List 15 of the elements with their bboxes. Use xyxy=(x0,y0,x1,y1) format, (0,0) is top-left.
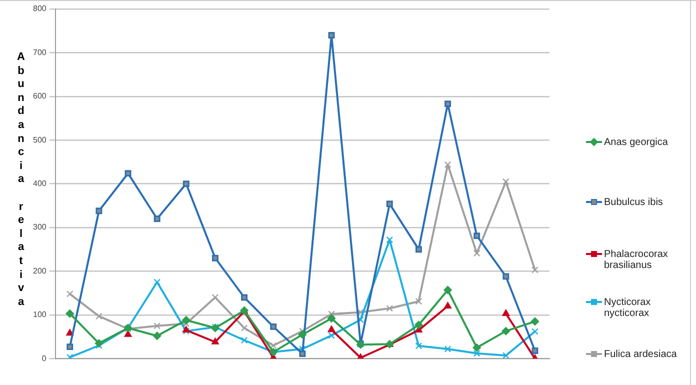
legend-label: Nycticorax nycticorax xyxy=(604,297,652,319)
y-tick-label: 800 xyxy=(32,4,47,14)
text: Abundancia relativa xyxy=(17,51,25,308)
y-tick-label: 300 xyxy=(32,222,47,232)
legend-label: Phalacrocorax brasilianus xyxy=(604,249,669,271)
y-tick-label: 500 xyxy=(32,135,47,144)
y-tick-label: 100 xyxy=(32,310,47,320)
y-tick-label: 200 xyxy=(32,266,47,276)
y-tick-label: 400 xyxy=(32,179,47,188)
legend-label: Bubulcus ibis xyxy=(604,197,664,208)
y-tick-label: 0 xyxy=(42,354,47,363)
legend-label: Anas georgica xyxy=(604,137,669,148)
y-tick-label: 600 xyxy=(32,92,47,101)
y-tick-label: 700 xyxy=(32,48,47,57)
legend-label: Fulica ardesiaca xyxy=(604,349,678,360)
